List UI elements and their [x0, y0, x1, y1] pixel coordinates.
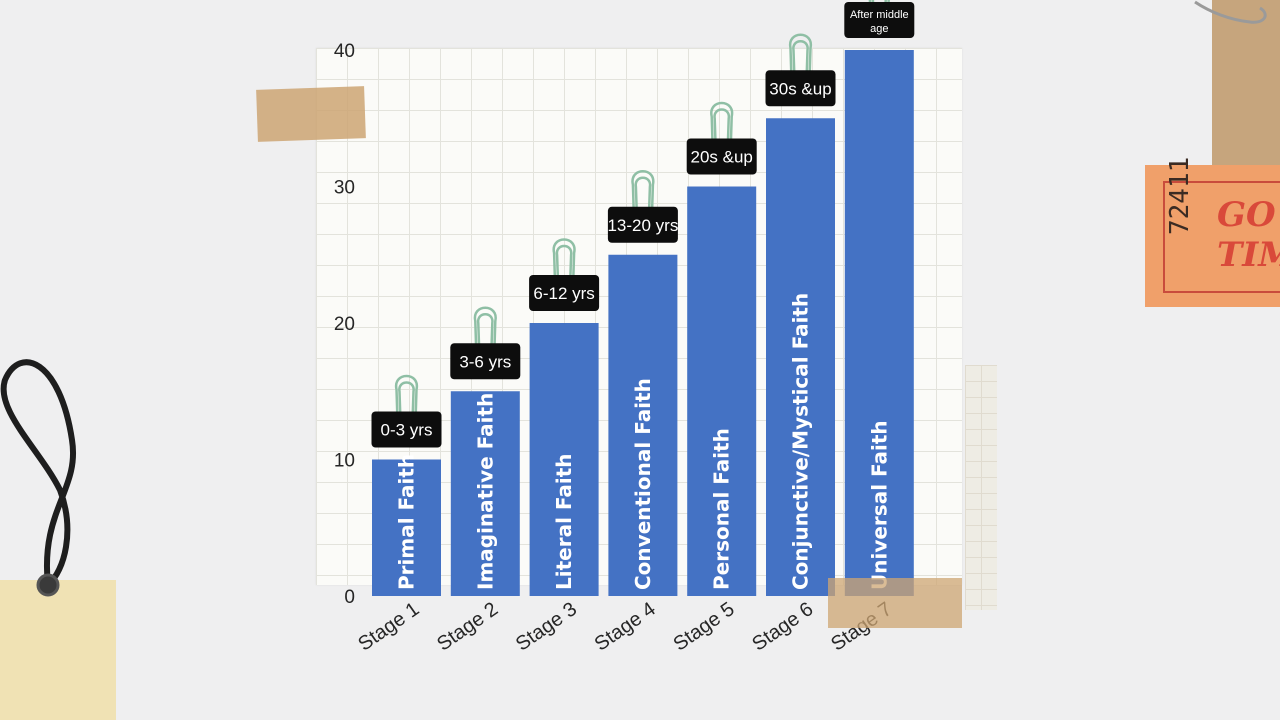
clip-body — [529, 275, 600, 311]
binder-clip-icon — [552, 238, 576, 286]
age-label: 13-20 yrs — [607, 216, 678, 235]
x-category-label: Stage 1 — [354, 598, 423, 656]
x-category-label: Stage 4 — [591, 598, 660, 656]
bar-label: Imaginative Faith — [473, 393, 497, 590]
x-category-label: Stage 3 — [512, 598, 581, 656]
bar-label: Personal Faith — [710, 428, 734, 590]
age-label: 6-12 yrs — [533, 284, 594, 303]
bar-label: Conventional Faith — [631, 378, 655, 590]
bar-label: Primal Faith — [395, 454, 419, 590]
binder-clip-icon — [395, 374, 418, 422]
binder-clip-icon — [789, 33, 812, 81]
bar-label: Conjunctive/Mystical Faith — [789, 293, 813, 590]
binder-clip-icon — [631, 170, 655, 217]
x-category-label: Stage 6 — [748, 598, 817, 656]
x-category-label: Stage 2 — [433, 598, 502, 656]
bar — [529, 323, 599, 596]
bar — [372, 459, 441, 596]
x-category-label: Stage 5 — [669, 598, 738, 656]
age-label: 3-6 yrs — [459, 352, 511, 371]
bar — [844, 50, 914, 596]
y-tick-label: 20 — [334, 314, 355, 335]
bar-label: Literal Faith — [552, 453, 576, 590]
ticket-text: GO TIM — [1217, 195, 1280, 275]
graph-paper-scrap — [965, 365, 997, 610]
paper-tag — [0, 580, 116, 720]
binder-clip-icon — [473, 306, 497, 354]
clip-body — [371, 411, 442, 448]
y-tick-label: 0 — [344, 587, 355, 608]
age-label: 20s &up — [691, 148, 753, 167]
y-tick-label: 40 — [334, 41, 355, 62]
age-label: 30s &up — [769, 79, 831, 98]
age-label: age — [870, 23, 888, 35]
clip-body — [844, 2, 915, 38]
bar — [608, 254, 678, 596]
clip-body — [607, 206, 678, 243]
clip-body — [686, 138, 757, 175]
string-loop-icon — [0, 359, 77, 597]
bar — [766, 118, 835, 596]
binder-clip-icon — [710, 101, 734, 149]
age-label: After middle — [850, 9, 909, 21]
paperclip-icon — [1194, 0, 1267, 24]
cardboard-strip — [1212, 0, 1280, 165]
age-label: 0-3 yrs — [381, 421, 433, 440]
bar-label: Universal Faith — [867, 420, 891, 590]
ticket-decoration: 72411 GO TIM — [1145, 157, 1280, 307]
clip-body — [450, 343, 521, 380]
tape-strip-bottom — [828, 578, 962, 628]
bar — [687, 186, 757, 596]
y-tick-label: 10 — [334, 451, 355, 472]
y-tick-label: 30 — [334, 178, 355, 199]
bar — [450, 391, 520, 596]
clip-body — [765, 70, 836, 107]
ticket-border — [1163, 181, 1280, 293]
